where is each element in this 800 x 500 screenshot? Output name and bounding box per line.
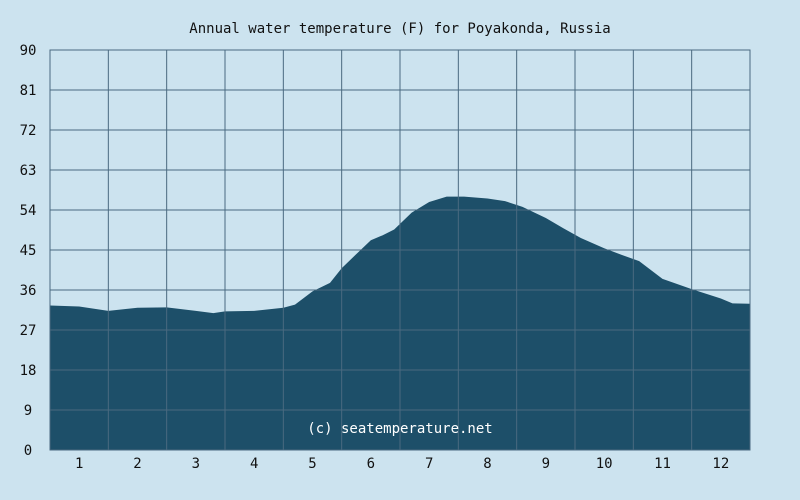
plot-area [49, 49, 751, 451]
x-tick-label: 7 [425, 456, 433, 472]
x-tick-label: 2 [133, 456, 141, 472]
y-tick-label: 54 [20, 203, 37, 219]
x-tick-label: 12 [712, 456, 729, 472]
plot-frame [49, 49, 751, 451]
x-tick-label: 4 [250, 456, 258, 472]
y-tick-label: 81 [20, 83, 37, 99]
y-axis: 0 9 18 27 36 45 54 63 72 81 90 [20, 43, 37, 459]
y-tick-label: 27 [20, 323, 37, 339]
x-tick-label: 3 [192, 456, 200, 472]
y-tick-label: 72 [20, 123, 37, 139]
x-tick-label: 1 [75, 456, 83, 472]
x-axis: 1 2 3 4 5 6 7 8 9 10 11 12 [75, 456, 729, 472]
x-tick-label: 11 [654, 456, 671, 472]
y-tick-label: 45 [20, 243, 37, 259]
x-tick-label: 5 [308, 456, 316, 472]
y-tick-label: 36 [20, 283, 37, 299]
credit-watermark: (c) seatemperature.net [307, 421, 492, 437]
y-tick-label: 18 [20, 363, 37, 379]
chart-title: Annual water temperature (F) for Poyakon… [189, 21, 610, 37]
x-tick-label: 9 [542, 456, 550, 472]
y-tick-label: 90 [20, 43, 37, 59]
x-tick-label: 8 [483, 456, 491, 472]
y-tick-label: 0 [24, 443, 32, 459]
x-tick-label: 6 [367, 456, 375, 472]
y-tick-label: 63 [20, 163, 37, 179]
x-tick-label: 10 [596, 456, 613, 472]
y-tick-label: 9 [24, 403, 32, 419]
